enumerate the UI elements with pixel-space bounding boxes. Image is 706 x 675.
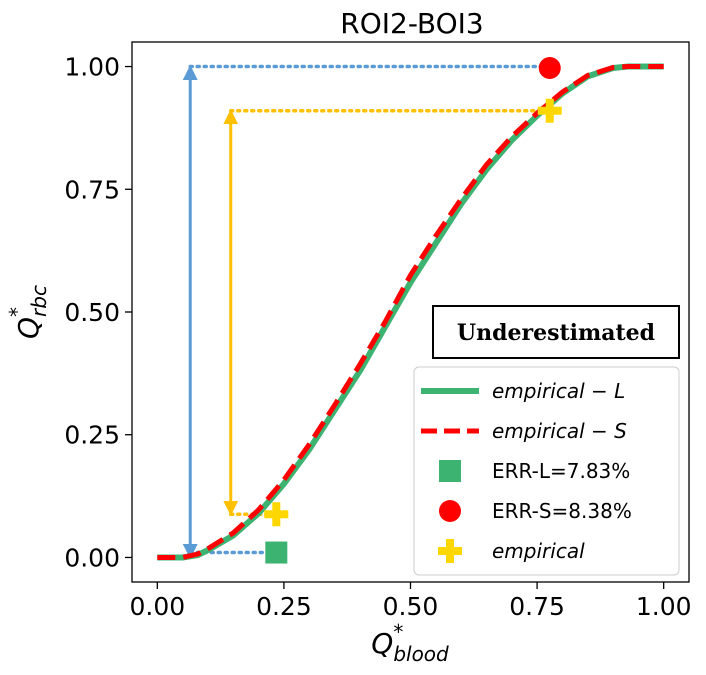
x-axis-label-main: Q (371, 627, 393, 660)
legend-label: empirical − L (492, 379, 625, 403)
x-axis-label-sub: blood (393, 642, 449, 666)
legend-label: ERR-L=7.83% (492, 459, 630, 483)
marker-err-s-circle (538, 57, 561, 80)
marker-empirical-plus-1 (264, 502, 289, 527)
x-axis-ticks: 0.00 0.25 0.50 0.75 1.00 (129, 582, 692, 621)
y-axis-label-sup: * (5, 307, 29, 317)
x-tick-label: 1.00 (636, 592, 692, 621)
y-axis-label: Q*rbc (5, 285, 51, 339)
legend-swatch-err-s (439, 500, 461, 522)
legend-label: empirical (492, 539, 585, 563)
status-badge-label: Underestimated (457, 320, 655, 346)
series-line-empirical-s (157, 64, 664, 560)
x-tick-label: 0.00 (129, 592, 185, 621)
legend-swatch-empirical (438, 539, 462, 563)
status-badge: Underestimated (432, 305, 680, 359)
y-axis-label-main: Q (12, 317, 45, 339)
marker-empirical-plus-2 (537, 98, 562, 123)
y-axis-label-sub: rbc (27, 285, 51, 317)
plot-area (157, 57, 664, 564)
legend-box (413, 366, 680, 576)
x-tick-label: 0.50 (383, 592, 439, 621)
y-tick-label: 0.00 (64, 543, 120, 572)
legend-swatch-err-l (439, 460, 461, 482)
y-tick-label: 1.00 (64, 53, 120, 82)
marker-err-l-square (265, 541, 288, 564)
status-badge-box (432, 305, 680, 359)
y-tick-label: 0.75 (64, 175, 120, 204)
x-tick-label: 0.75 (509, 592, 565, 621)
y-axis-ticks: 0.00 0.25 0.50 0.75 1.00 (64, 53, 132, 572)
legend: empirical − L empirical − S ERR-L=7.83% ERR… (413, 366, 680, 576)
x-axis-label-sup: * (393, 620, 403, 644)
x-axis-label: Q* blood (371, 620, 449, 666)
x-tick-label: 0.25 (256, 592, 312, 621)
chart-title: ROI2-BOI3 (340, 7, 484, 40)
legend-label: empirical − S (492, 419, 627, 443)
legend-label: ERR-S=8.38% (492, 499, 632, 523)
y-tick-label: 0.25 (64, 421, 120, 450)
y-tick-label: 0.50 (64, 298, 120, 327)
